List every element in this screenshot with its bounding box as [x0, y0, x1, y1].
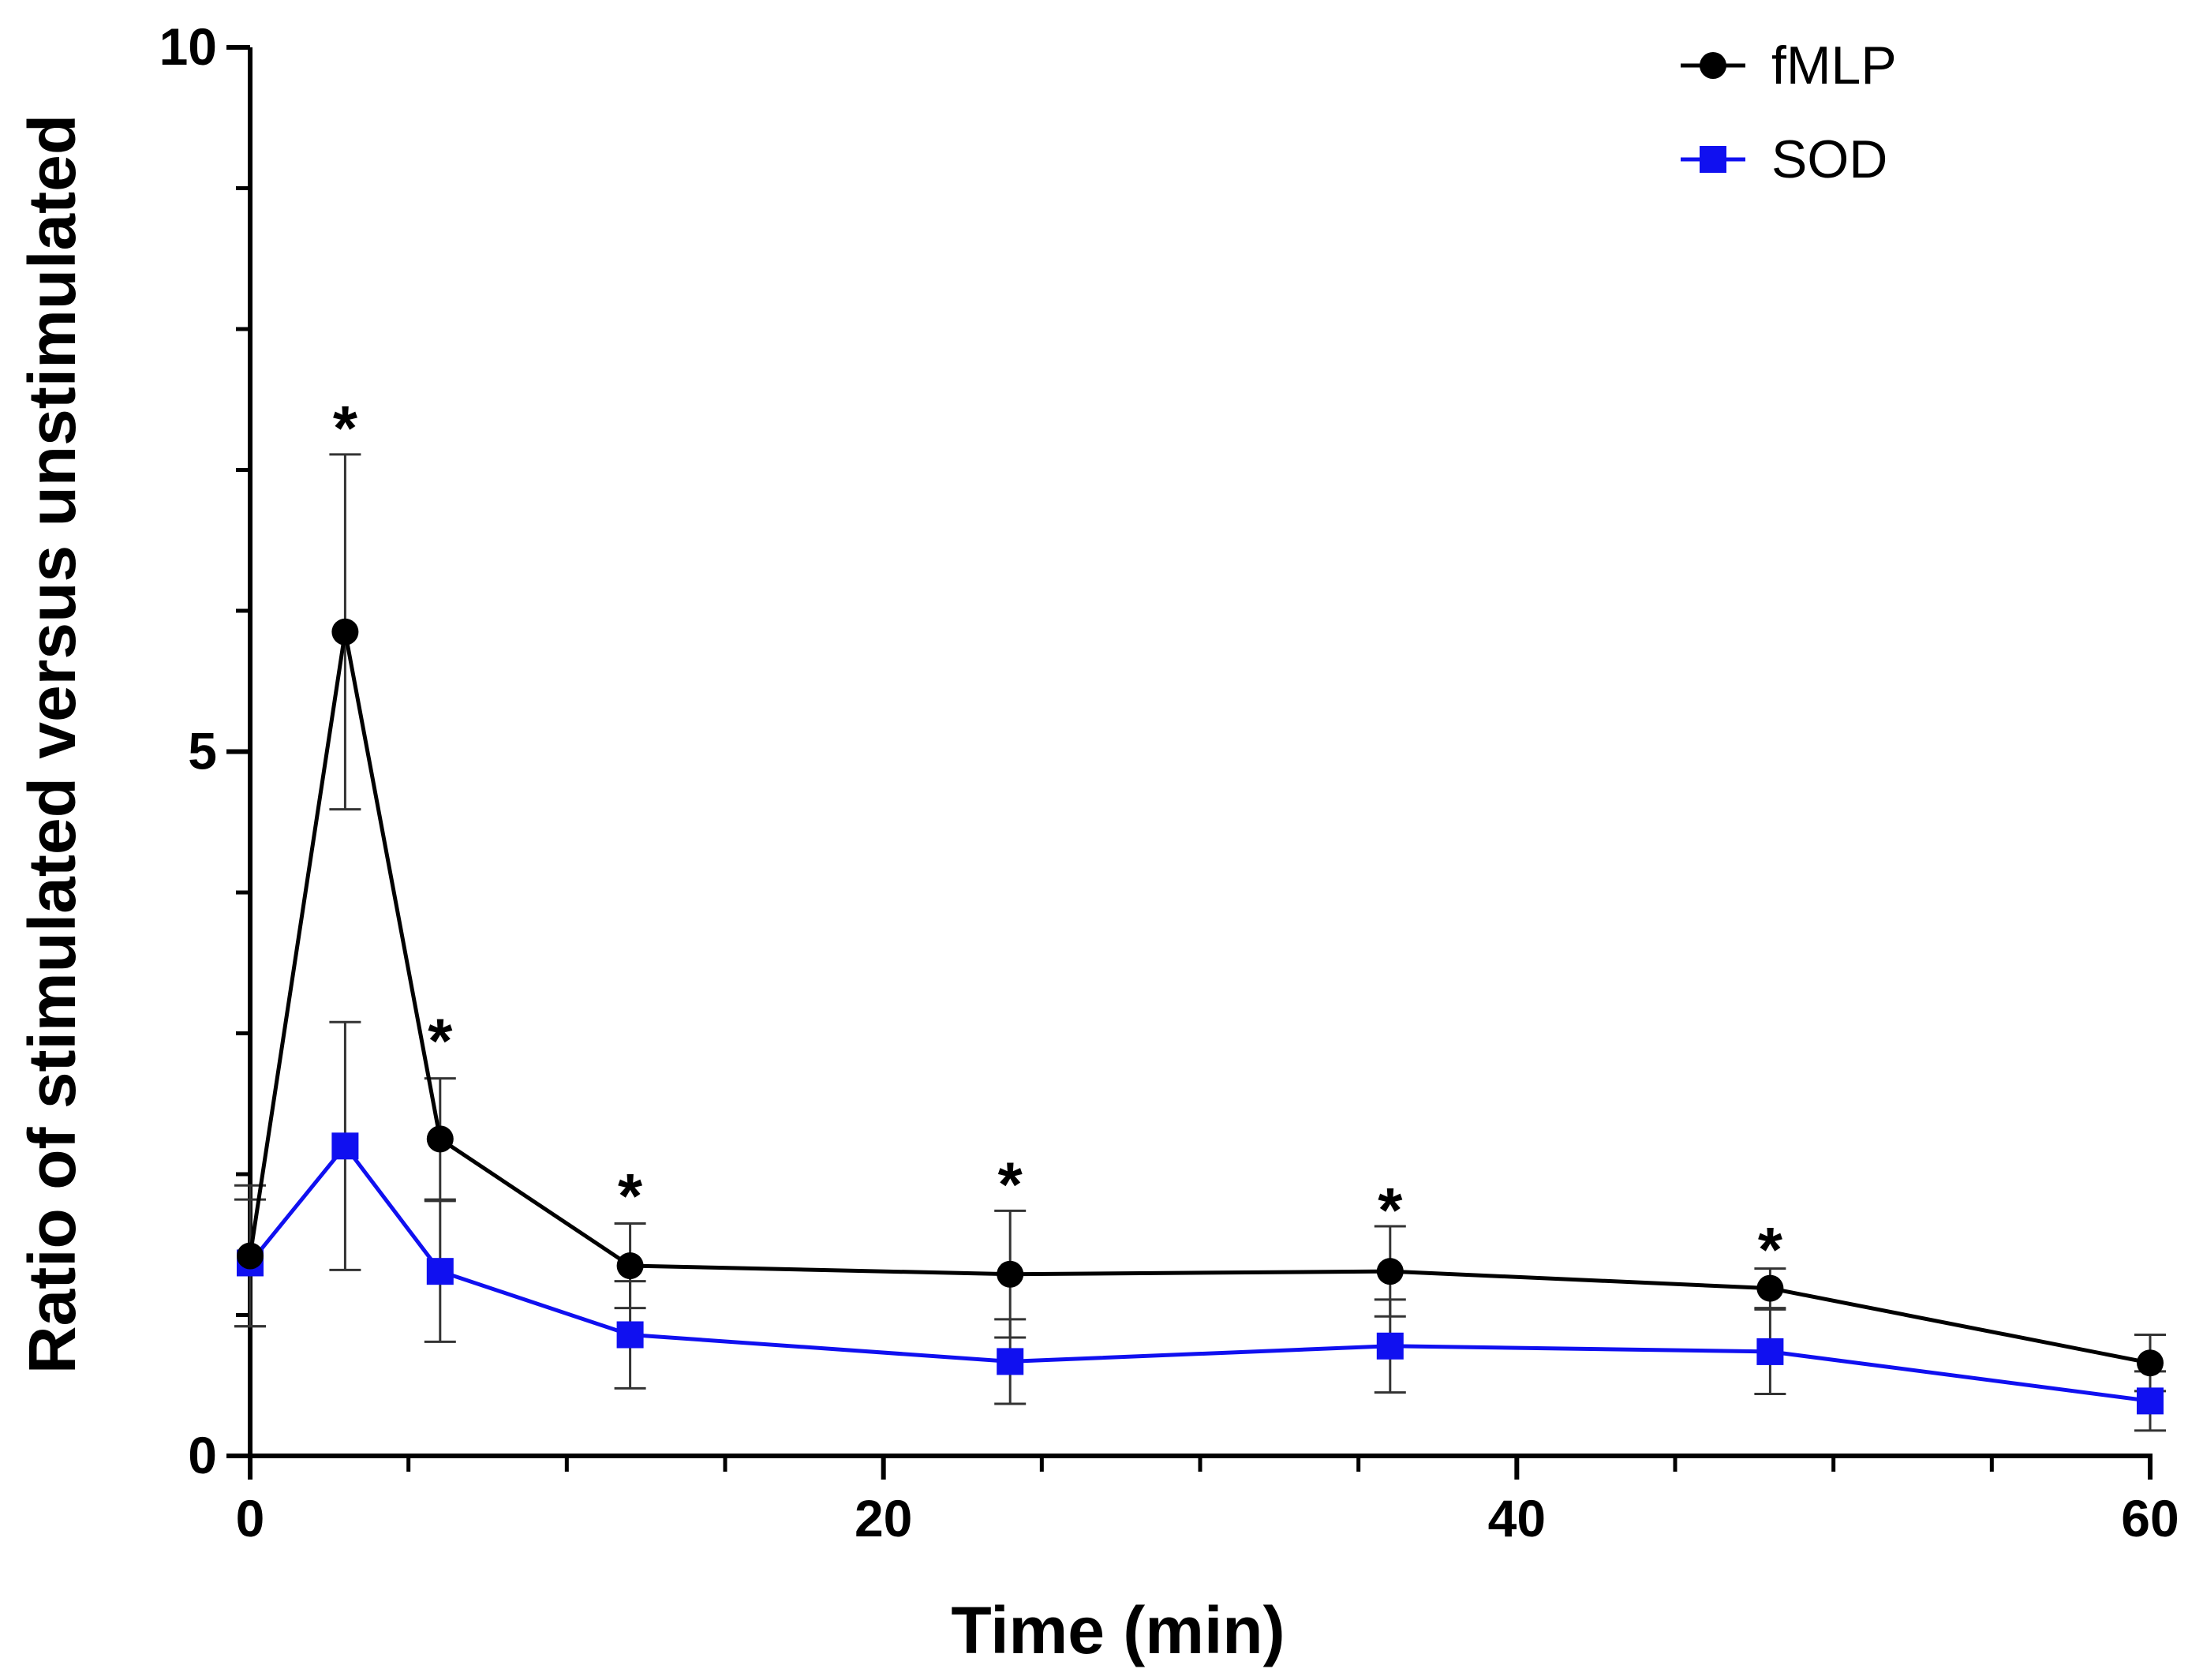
significance-marker: * — [1378, 1175, 1403, 1245]
legend-label-sod: SOD — [1771, 129, 1887, 189]
legend-item-sod: SOD — [1681, 129, 1887, 189]
x-axis-title: Time (min) — [951, 1593, 1285, 1667]
error-bars-sod — [234, 1020, 2166, 1432]
x-tick-label: 40 — [1488, 1489, 1546, 1547]
y-tick-label: 10 — [159, 17, 217, 76]
legend-marker-square-icon — [1700, 146, 1726, 173]
significance-marker: * — [333, 393, 358, 463]
legend-item-fmlp: fMLP — [1681, 36, 1897, 95]
data-point — [331, 618, 359, 645]
significance-marker: * — [1758, 1214, 1783, 1285]
data-point — [331, 1132, 359, 1160]
x-tick-label: 20 — [855, 1489, 912, 1547]
data-point — [997, 1260, 1024, 1288]
data-point — [1756, 1338, 1784, 1365]
data-point — [426, 1258, 454, 1285]
data-point — [2137, 1387, 2164, 1415]
y-tick-label: 5 — [188, 722, 217, 780]
series-sod — [237, 1132, 2164, 1415]
data-point — [426, 1125, 454, 1153]
annotation-layer: * * * * * * — [333, 393, 1783, 1285]
significance-marker: * — [998, 1150, 1023, 1220]
series-layer — [234, 453, 2166, 1432]
data-point — [616, 1321, 644, 1349]
y-axis-title: Ratio of stimulated versus unstimulated — [15, 114, 89, 1374]
data-point — [237, 1242, 264, 1270]
significance-marker: * — [428, 1006, 453, 1076]
legend: fMLP SOD — [1681, 36, 1897, 189]
data-point — [1376, 1332, 1404, 1360]
error-bars-fmlp — [234, 453, 2166, 1393]
legend-label-fmlp: fMLP — [1771, 36, 1897, 95]
axes: 0 20 40 60 0 5 10 — [159, 17, 2179, 1547]
data-point — [1756, 1274, 1784, 1302]
data-point — [997, 1348, 1024, 1375]
series-fmlp — [237, 618, 2164, 1377]
significance-marker: * — [618, 1161, 643, 1231]
data-point — [2137, 1349, 2164, 1377]
x-tick-label: 60 — [2121, 1489, 2179, 1547]
legend-marker-circle-icon — [1700, 52, 1726, 79]
series-line — [249, 1143, 2151, 1403]
series-line — [248, 630, 2151, 1365]
data-point — [1376, 1258, 1404, 1285]
data-point — [616, 1252, 644, 1280]
x-tick-label: 0 — [236, 1489, 265, 1547]
y-tick-label: 0 — [188, 1426, 217, 1484]
